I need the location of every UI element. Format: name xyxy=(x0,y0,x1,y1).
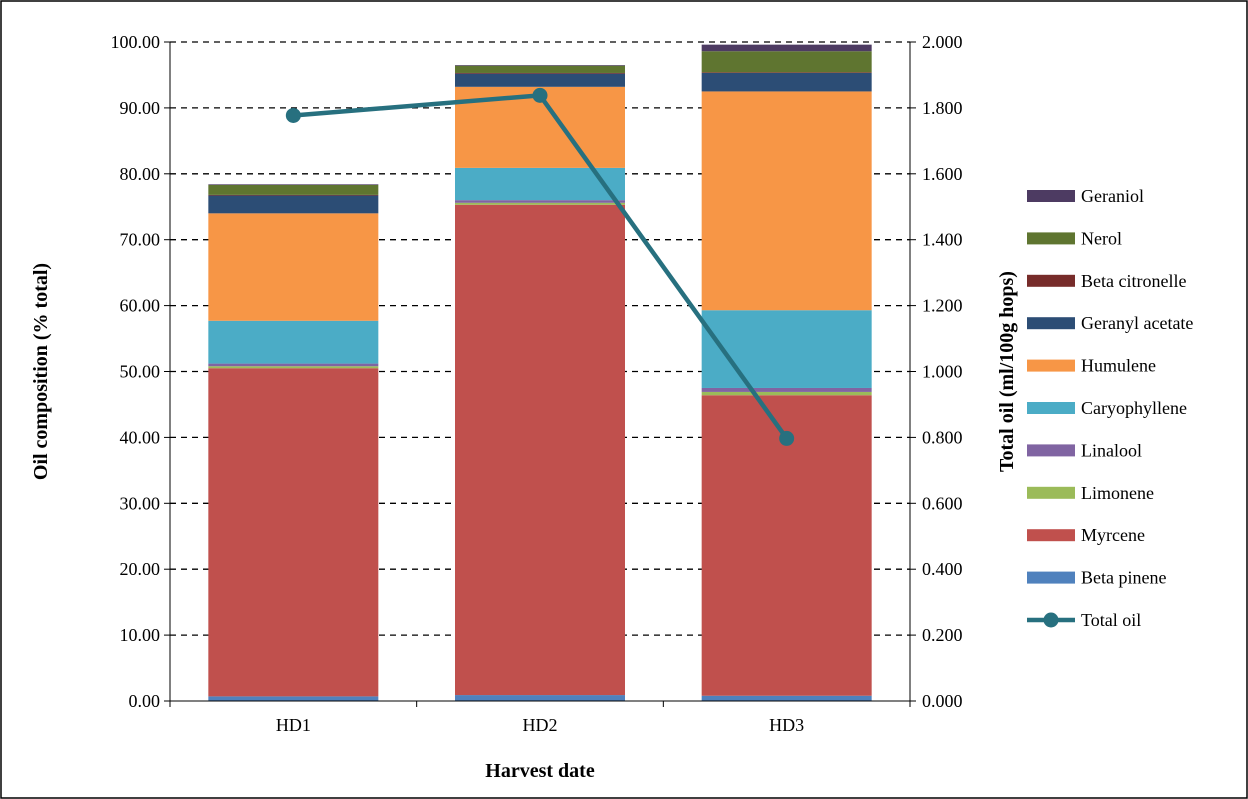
y-tick-label: 30.00 xyxy=(120,493,161,513)
bar-segment-myrcene xyxy=(455,204,625,696)
x-axis-title: Harvest date xyxy=(485,760,595,782)
bar-segment-caryophyllene xyxy=(455,167,625,201)
y2-tick-label: 1.200 xyxy=(922,296,963,316)
y-tick-label: 60.00 xyxy=(120,296,161,316)
legend-swatch xyxy=(1027,402,1075,414)
bar-segment-caryophyllene xyxy=(701,310,872,388)
legend-label: Total oil xyxy=(1081,610,1141,630)
axes: 0.00 10.00 20.00 30.00 40.00 50.00 60.00 70.00 8… xyxy=(30,32,1018,782)
bar-segment-linalool xyxy=(455,200,625,203)
y2-tick-label: 0.600 xyxy=(922,493,963,513)
y-tick-label: 50.00 xyxy=(120,362,161,382)
y2-tick-label: 2.000 xyxy=(922,32,963,52)
legend-swatch xyxy=(1027,232,1075,245)
total-oil-line xyxy=(285,87,795,446)
y2-tick-label: 1.400 xyxy=(922,230,963,250)
x-tick-label: HD2 xyxy=(523,715,558,735)
bar-segment-humulene xyxy=(208,213,379,321)
bar-segment-linalool xyxy=(208,363,379,367)
legend-label: Myrcene xyxy=(1081,525,1145,545)
bar-segment-beta-citronelle xyxy=(208,194,379,196)
total-oil-point xyxy=(779,430,795,446)
legend-label: Limonene xyxy=(1081,483,1154,503)
x-tick-label: HD1 xyxy=(276,715,311,735)
y-tick-label: 20.00 xyxy=(120,559,161,579)
bar-segment-beta-pinene xyxy=(701,695,872,701)
legend-swatch xyxy=(1027,359,1075,372)
y-tick-label: 100.00 xyxy=(111,32,161,52)
y2-tick-label: 0.000 xyxy=(922,691,963,711)
x-tick-label: HD3 xyxy=(769,715,804,735)
bar-segment-geranyl-acetate xyxy=(701,72,872,92)
legend-label: Geraniol xyxy=(1081,186,1144,206)
legend-label: Beta pinene xyxy=(1081,568,1166,588)
total-oil-point xyxy=(532,87,548,103)
y2-tick-label: 0.800 xyxy=(922,427,963,447)
legend-label: Linalool xyxy=(1081,440,1142,460)
y2-tick-label: 0.200 xyxy=(922,625,963,645)
y-tick-label: 70.00 xyxy=(120,230,161,250)
legend-label: Humulene xyxy=(1081,356,1156,376)
bar-segment-linalool xyxy=(701,387,872,392)
bar-segment-beta-citronelle xyxy=(701,72,872,73)
legend-line-marker xyxy=(1043,612,1059,628)
bar-segment-nerol xyxy=(701,51,872,73)
y-tick-label: 0.00 xyxy=(129,691,161,711)
bar-segment-nerol xyxy=(455,65,625,73)
bar-segment-geraniol xyxy=(208,184,379,186)
bar-segment-limonene xyxy=(455,202,625,205)
legend: Geraniol Nerol Beta citronelle Geranyl acet… xyxy=(1027,186,1193,630)
legend-swatch xyxy=(1027,529,1075,542)
legend-swatch xyxy=(1027,274,1075,287)
y2-tick-label: 1.600 xyxy=(922,164,963,184)
y2-tick-label: 0.400 xyxy=(922,559,963,579)
legend-swatch xyxy=(1027,190,1075,202)
y-tick-label: 10.00 xyxy=(120,625,161,645)
y-tick-label: 80.00 xyxy=(120,164,161,184)
legend-swatch xyxy=(1027,317,1075,330)
legend-label: Geranyl acetate xyxy=(1081,313,1193,333)
bar-segment-humulene xyxy=(701,91,872,311)
bar-segment-geranyl-acetate xyxy=(455,73,625,87)
bar-segment-geranyl-acetate xyxy=(208,195,379,214)
y-tick-label: 90.00 xyxy=(120,98,161,118)
y-tick-label: 40.00 xyxy=(120,427,161,447)
bar-segment-nerol xyxy=(208,185,379,195)
bar-segment-beta-citronelle xyxy=(455,72,625,74)
bar-segment-limonene xyxy=(208,366,379,369)
y-axis-title: Oil composition (% total) xyxy=(30,263,52,480)
legend-swatch xyxy=(1027,444,1075,457)
legend-label: Caryophyllene xyxy=(1081,398,1187,418)
legend-label: Nerol xyxy=(1081,228,1122,248)
y2-tick-label: 1.000 xyxy=(922,362,963,382)
bar-segment-beta-pinene xyxy=(208,696,379,701)
bar-segment-geraniol xyxy=(701,44,872,52)
bar-segment-myrcene xyxy=(208,368,379,697)
bar-segment-limonene xyxy=(701,391,872,396)
y2-tick-label: 1.800 xyxy=(922,98,963,118)
bar-segment-beta-pinene xyxy=(455,695,625,701)
total-oil-point xyxy=(285,107,301,123)
legend-label: Beta citronelle xyxy=(1081,271,1186,291)
legend-swatch xyxy=(1027,571,1075,584)
legend-swatch xyxy=(1027,486,1075,499)
y2-axis-title: Total oil (ml/100g hops) xyxy=(996,271,1018,472)
bar-segment-geraniol xyxy=(455,65,625,66)
bar-segment-caryophyllene xyxy=(208,320,379,364)
